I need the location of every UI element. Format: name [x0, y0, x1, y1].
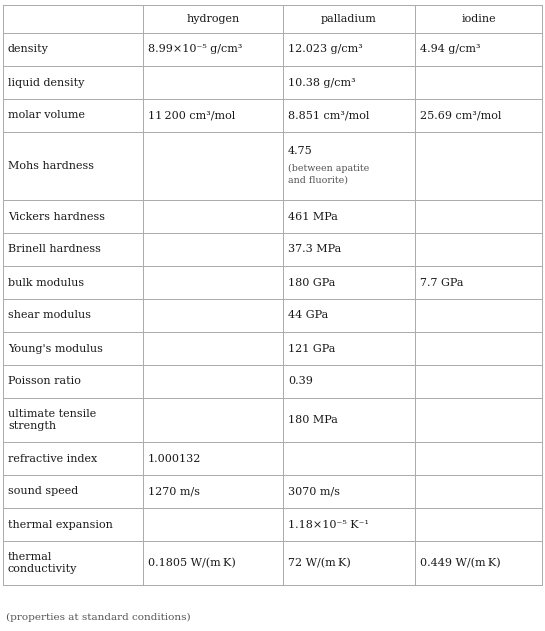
Text: bulk modulus: bulk modulus	[8, 278, 84, 288]
Text: 121 GPa: 121 GPa	[288, 343, 335, 353]
Text: 72 W/(m K): 72 W/(m K)	[288, 558, 351, 568]
Text: 0.39: 0.39	[288, 377, 313, 387]
Text: 37.3 MPa: 37.3 MPa	[288, 244, 341, 254]
Text: 461 MPa: 461 MPa	[288, 211, 338, 221]
Text: ultimate tensile
strength: ultimate tensile strength	[8, 409, 96, 431]
Text: palladium: palladium	[321, 14, 377, 24]
Text: Poisson ratio: Poisson ratio	[8, 377, 81, 387]
Text: density: density	[8, 45, 49, 54]
Text: 1.18×10⁻⁵ K⁻¹: 1.18×10⁻⁵ K⁻¹	[288, 519, 369, 529]
Text: iodine: iodine	[461, 14, 496, 24]
Text: refractive index: refractive index	[8, 454, 97, 464]
Text: 0.449 W/(m K): 0.449 W/(m K)	[420, 558, 501, 568]
Text: 7.7 GPa: 7.7 GPa	[420, 278, 463, 288]
Text: 11 200 cm³/mol: 11 200 cm³/mol	[148, 110, 235, 121]
Text: hydrogen: hydrogen	[186, 14, 240, 24]
Text: 12.023 g/cm³: 12.023 g/cm³	[288, 45, 363, 54]
Text: sound speed: sound speed	[8, 487, 78, 497]
Text: 180 MPa: 180 MPa	[288, 415, 338, 425]
Text: 180 GPa: 180 GPa	[288, 278, 335, 288]
Text: liquid density: liquid density	[8, 78, 84, 88]
Text: Young's modulus: Young's modulus	[8, 343, 103, 353]
Text: thermal expansion: thermal expansion	[8, 519, 113, 529]
Text: 25.69 cm³/mol: 25.69 cm³/mol	[420, 110, 501, 121]
Text: (properties at standard conditions): (properties at standard conditions)	[6, 613, 191, 622]
Text: 1270 m/s: 1270 m/s	[148, 487, 200, 497]
Text: 0.1805 W/(m K): 0.1805 W/(m K)	[148, 558, 236, 568]
Text: Brinell hardness: Brinell hardness	[8, 244, 101, 254]
Text: thermal
conductivity: thermal conductivity	[8, 552, 77, 574]
Text: Vickers hardness: Vickers hardness	[8, 211, 105, 221]
Text: 8.99×10⁻⁵ g/cm³: 8.99×10⁻⁵ g/cm³	[148, 45, 243, 54]
Text: 3070 m/s: 3070 m/s	[288, 487, 340, 497]
Text: 8.851 cm³/mol: 8.851 cm³/mol	[288, 110, 370, 121]
Text: 44 GPa: 44 GPa	[288, 310, 328, 321]
Text: Mohs hardness: Mohs hardness	[8, 161, 94, 171]
Text: (between apatite
and fluorite): (between apatite and fluorite)	[288, 164, 370, 184]
Text: molar volume: molar volume	[8, 110, 85, 121]
Text: 1.000132: 1.000132	[148, 454, 201, 464]
Text: 10.38 g/cm³: 10.38 g/cm³	[288, 78, 356, 88]
Text: 4.94 g/cm³: 4.94 g/cm³	[420, 45, 481, 54]
Text: 4.75: 4.75	[288, 146, 313, 156]
Text: shear modulus: shear modulus	[8, 310, 91, 321]
